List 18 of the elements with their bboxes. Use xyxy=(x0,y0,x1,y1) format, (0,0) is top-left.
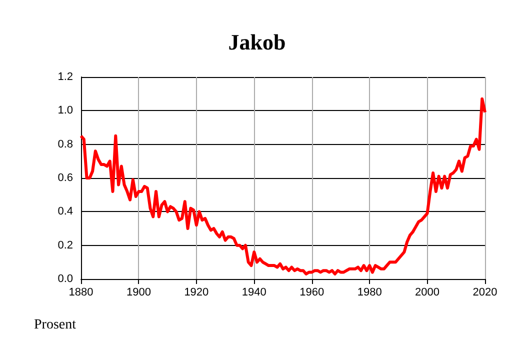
x-tick-label: 1900 xyxy=(126,286,151,298)
y-tick-label: 0.2 xyxy=(58,239,73,252)
line-series xyxy=(80,97,486,276)
x-tick-label: 2000 xyxy=(415,286,440,298)
x-tick-label: 1980 xyxy=(357,286,382,298)
y-tick-label: 0.4 xyxy=(58,206,73,218)
x-tick-label: 1940 xyxy=(242,286,266,298)
chart-title: Jakob xyxy=(228,30,286,54)
y-tick-label: 1.2 xyxy=(58,71,73,83)
x-tick-label: 1920 xyxy=(184,286,209,298)
y-axis-title: Prosent xyxy=(34,318,76,332)
y-tick-label: 0.0 xyxy=(58,273,73,285)
x-tick-label: 1880 xyxy=(68,286,94,298)
x-tick-label: 2020 xyxy=(472,286,498,298)
x-tick-label: 1960 xyxy=(300,286,324,298)
y-tick-label: 1.0 xyxy=(58,104,73,117)
y-tick-label: 0.8 xyxy=(58,138,73,150)
y-tick-label: 0.6 xyxy=(58,172,73,184)
